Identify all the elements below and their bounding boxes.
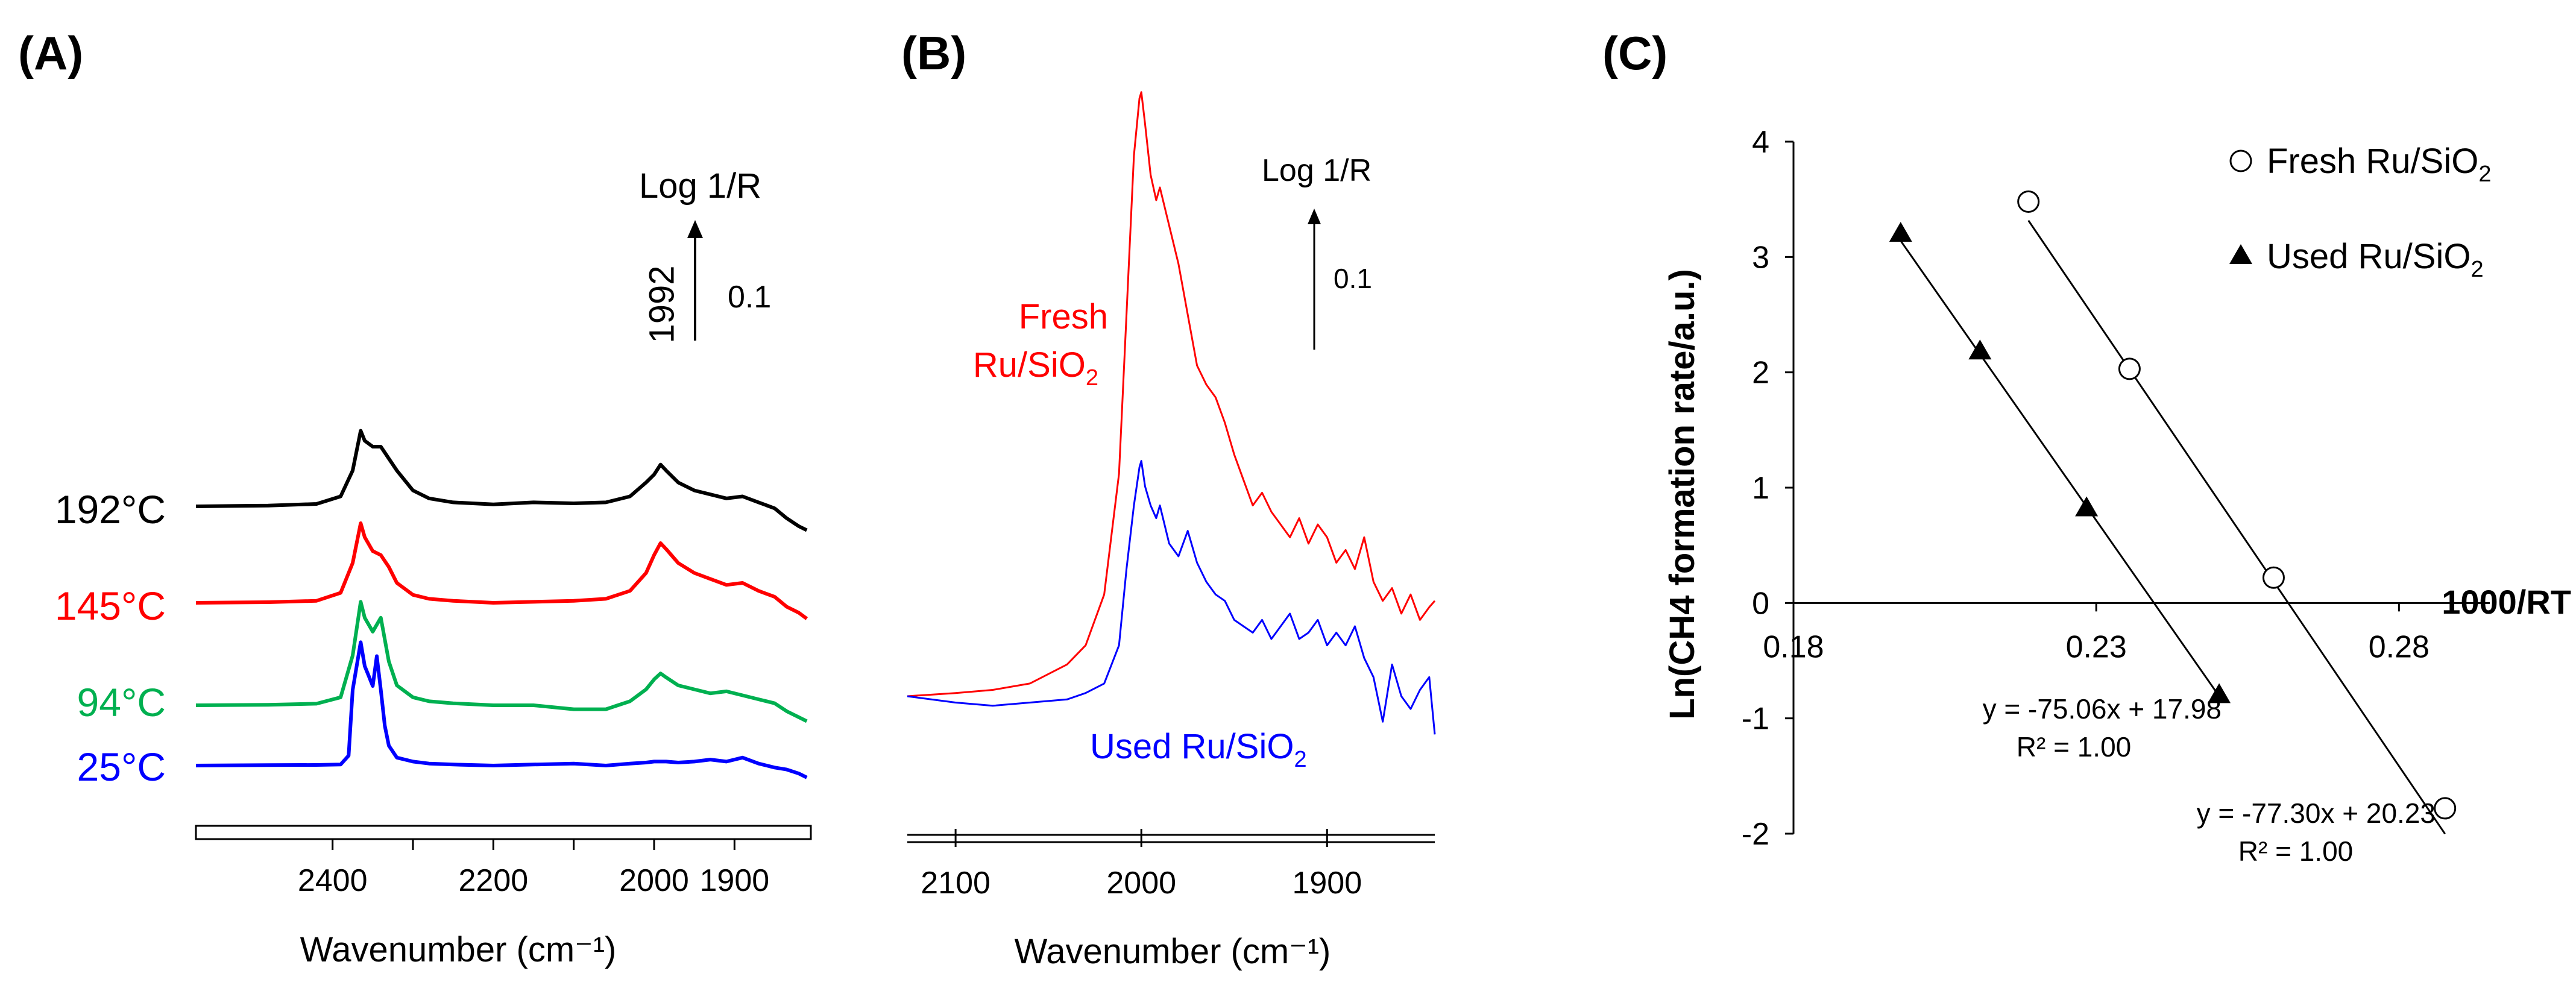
legend-used-sub: 2	[2471, 257, 2483, 282]
panel-c-legend: Fresh Ru/SiO2 Used Ru/SiO2	[2229, 142, 2491, 282]
panel-b-used-label-main: Used Ru/SiO	[1090, 727, 1294, 766]
panel-c-point-used-3	[2208, 683, 2231, 703]
panel-b-label: (B)	[901, 27, 966, 80]
panel-c: (C) -2 -1 0 1 2 3 4 0.18 0.23 0.28 1000/RT Ln(CH…	[1602, 27, 2571, 867]
panel-c-y-tick-label-3: 1	[1752, 471, 1769, 506]
panel-c-points	[1889, 190, 2457, 820]
panel-a-series-label-3: 25°C	[77, 744, 166, 789]
panel-a-series-line-2	[195, 600, 808, 723]
panel-a-scale-arrowhead	[687, 220, 703, 238]
legend-used-label: Used Ru/SiO2	[2267, 237, 2484, 282]
panel-a-x-ticks	[332, 839, 735, 850]
panel-a-series-line-0	[195, 429, 808, 532]
panel-a-scale-value: 0.1	[728, 280, 771, 315]
panel-a-scale-label: Log 1/R	[639, 166, 761, 206]
panel-c-y-tick-label-5: 3	[1752, 240, 1769, 275]
legend-triangle-marker	[2229, 244, 2252, 264]
panel-c-used-fit-r2: R² = 1.00	[2017, 731, 2132, 763]
panel-a-series-line-1	[195, 521, 808, 620]
panel-c-y-axis-label: Ln(CH4 formation rate/a.u.)	[1663, 269, 1702, 720]
legend-fresh-label: Fresh Ru/SiO2	[2267, 142, 2491, 187]
panel-b-series-line-0	[907, 91, 1436, 697]
panel-c-x-tick-labels: 0.18 0.23 0.28	[1763, 629, 2430, 664]
panel-c-y-tick-label-2: 0	[1752, 586, 1769, 621]
panel-b: (B) 2100 2000 1900 Wavenumber (cm⁻¹) Fresh…	[901, 27, 1436, 971]
panel-a-x-tick-labels: 2400 2200 2000 1900	[298, 863, 769, 898]
panel-b-x-ticks	[954, 829, 1328, 847]
panel-c-x-tick-label-0: 0.18	[1763, 629, 1824, 664]
panel-c-point-fresh-2	[2262, 566, 2285, 589]
panel-b-x-axis-label: Wavenumber (cm⁻¹)	[1015, 932, 1331, 971]
panel-b-fresh-label-sub: 2	[1086, 365, 1098, 391]
panel-c-used-fit-equation: y = -75.06x + 17.98	[1983, 693, 2222, 725]
panel-a-label: (A)	[18, 27, 83, 80]
panel-a-series	[195, 429, 808, 779]
legend-used-main: Used Ru/SiO	[2267, 237, 2471, 276]
panel-a-series-labels: 192°C 145°C 94°C 25°C	[55, 487, 166, 789]
panel-a-x-tick-label-2: 2000	[619, 863, 689, 898]
panel-b-scale-label: Log 1/R	[1262, 153, 1371, 188]
panel-a-x-tick-label-3: 1900	[699, 863, 769, 898]
panel-c-point-fresh-0	[2017, 190, 2040, 213]
panel-c-ticks	[1785, 140, 2400, 835]
panel-c-fit-lines	[1900, 219, 2446, 835]
panel-b-scale-arrowhead	[1308, 209, 1321, 224]
panel-c-fresh-fit-r2: R² = 1.00	[2238, 835, 2354, 867]
panel-c-x-axis-label: 1000/RT	[2442, 583, 2571, 621]
panel-a-series-line-3	[195, 640, 808, 779]
panel-c-point-used-0	[1889, 222, 1912, 242]
panel-a-series-label-1: 145°C	[55, 584, 166, 628]
panel-b-used-label: Used Ru/SiO2	[1090, 727, 1307, 772]
panel-b-series	[907, 91, 1436, 735]
panel-c-point-fresh-1	[2118, 357, 2141, 380]
panel-a-series-label-2: 94°C	[77, 680, 166, 725]
panel-b-x-tick-labels: 2100 2000 1900	[921, 866, 1362, 901]
panel-c-point-used-1	[1968, 339, 1992, 360]
panel-c-fresh-fit-equation: y = -77.30x + 20.23	[2197, 798, 2436, 829]
panel-b-series-line-1	[907, 460, 1436, 735]
panel-c-point-used-2	[2075, 496, 2099, 517]
panel-b-fresh-label-main: Ru/SiO	[973, 345, 1086, 385]
panel-c-y-tick-labels: -2 -1 0 1 2 3 4	[1742, 125, 1769, 852]
panel-a-x-tick-label-1: 2200	[458, 863, 528, 898]
panel-c-x-tick-label-1: 0.23	[2066, 629, 2127, 664]
panel-c-y-tick-label-6: 4	[1752, 125, 1769, 160]
panel-c-y-tick-label-0: -2	[1742, 817, 1769, 852]
panel-a-series-label-0: 192°C	[55, 487, 166, 532]
panel-c-fit-line-0	[2027, 219, 2446, 835]
panel-b-x-tick-label-2: 1900	[1292, 866, 1362, 901]
panel-c-fit-line-1	[1900, 240, 2220, 697]
panel-b-scale-value: 0.1	[1334, 263, 1372, 294]
panel-b-x-tick-label-1: 2000	[1106, 866, 1176, 901]
panel-a-x-axis-bar	[195, 825, 812, 840]
panel-c-point-fresh-3	[2434, 797, 2457, 820]
panel-c-label: (C)	[1602, 27, 1667, 80]
legend-fresh-main: Fresh Ru/SiO	[2267, 142, 2478, 181]
panel-b-fresh-label-line1: Fresh	[1019, 297, 1108, 336]
legend-fresh-sub: 2	[2478, 162, 2491, 187]
panel-a-peak-annotation: 1992	[643, 265, 682, 343]
panel-c-y-tick-label-4: 2	[1752, 356, 1769, 391]
panel-c-y-tick-label-1: -1	[1742, 702, 1769, 737]
panel-b-fresh-label-line2: Ru/SiO2	[973, 345, 1098, 391]
panel-b-x-tick-label-0: 2100	[921, 866, 990, 901]
panel-c-x-tick-label-2: 0.28	[2369, 629, 2430, 664]
panel-a: (A) 2400 2200 2000 1900 Wavenumber (cm⁻¹) 1…	[18, 27, 812, 969]
panel-a-x-axis-label: Wavenumber (cm⁻¹)	[300, 930, 617, 969]
panel-b-used-label-sub: 2	[1294, 747, 1306, 772]
panel-a-x-tick-label-0: 2400	[298, 863, 368, 898]
legend-circle-marker	[2229, 149, 2252, 172]
